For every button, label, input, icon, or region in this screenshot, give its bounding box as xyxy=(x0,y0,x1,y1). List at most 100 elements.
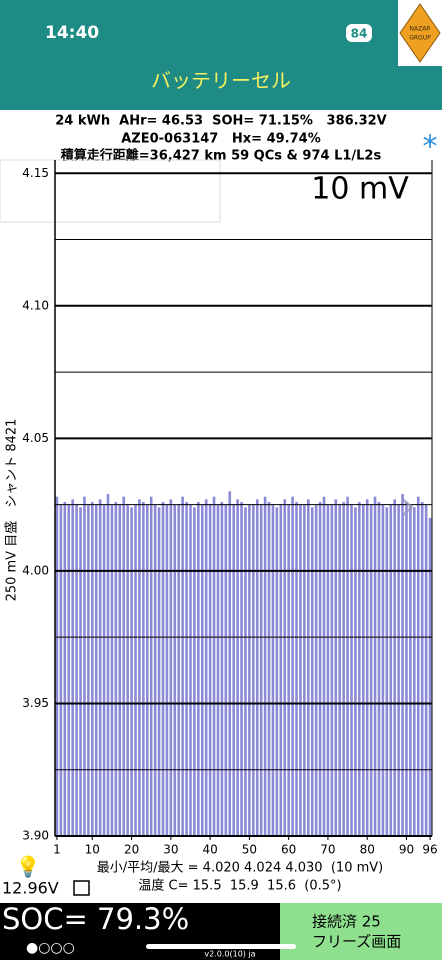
bar xyxy=(326,504,330,836)
bar xyxy=(122,496,126,836)
logo-text: GROUP xyxy=(409,35,431,42)
bar xyxy=(200,504,204,836)
x-tick-label: 40 xyxy=(202,843,217,857)
x-tick-label: 10 xyxy=(85,843,100,857)
status-time: 14:40 xyxy=(45,23,99,43)
bar xyxy=(138,499,141,836)
bar xyxy=(413,507,416,836)
bar xyxy=(193,507,196,836)
info-line: 積算走行距離=36,427 km 59 QCs & 974 L1/L2s xyxy=(60,148,382,164)
y-tick-label: 4.15 xyxy=(22,166,49,180)
bar xyxy=(173,504,177,836)
bar xyxy=(71,499,74,836)
x-tick-label: 80 xyxy=(360,843,375,857)
bar xyxy=(416,496,420,836)
y-tick-label: 4.10 xyxy=(22,298,49,312)
bar xyxy=(149,496,153,836)
bar xyxy=(291,496,294,836)
home-indicator xyxy=(146,944,296,949)
bar xyxy=(236,499,239,836)
bar xyxy=(389,504,393,836)
bar xyxy=(204,499,208,836)
bar xyxy=(330,504,334,836)
freeze-screen[interactable]: フリーズ画面 xyxy=(312,933,401,951)
y-tick-label: 3.90 xyxy=(22,829,49,843)
bar xyxy=(303,504,306,836)
bar xyxy=(216,504,220,836)
bar xyxy=(279,504,283,836)
bar xyxy=(334,499,338,836)
aux-voltage: 12.96V xyxy=(2,879,59,898)
bar xyxy=(98,499,102,836)
bulb-icon: 💡 xyxy=(16,855,41,879)
bar xyxy=(314,504,318,836)
bar xyxy=(94,504,98,836)
header-bg xyxy=(0,0,442,110)
bar xyxy=(263,496,267,836)
x-tick-label: 90 xyxy=(399,843,414,857)
bar xyxy=(393,499,396,836)
bar xyxy=(197,501,200,836)
bar xyxy=(55,496,59,836)
bar xyxy=(83,496,86,836)
bar xyxy=(114,501,118,836)
bar xyxy=(405,501,408,836)
next-arrow[interactable]: › xyxy=(400,483,416,529)
bar xyxy=(350,504,353,836)
y-tick-label: 4.00 xyxy=(22,563,49,577)
bar xyxy=(361,504,365,836)
bar xyxy=(169,499,173,836)
bar xyxy=(244,507,247,836)
bar xyxy=(145,504,149,836)
bar xyxy=(409,504,412,836)
y-tick-label: 4.05 xyxy=(22,431,49,445)
bar xyxy=(130,507,133,836)
bar xyxy=(307,499,310,836)
calendar-icon[interactable] xyxy=(73,880,90,896)
bar xyxy=(181,496,184,836)
bar xyxy=(275,507,279,836)
scale-annotation: 10 mV xyxy=(311,172,409,207)
x-tick-label: 60 xyxy=(281,843,296,857)
info-line: 24 kWh AHr= 46.53 SOH= 71.15% 386.32V xyxy=(55,114,387,129)
bar xyxy=(267,501,271,836)
x-tick-label: 96 xyxy=(422,843,437,857)
x-tick-label: 20 xyxy=(124,843,139,857)
battery-icon xyxy=(346,24,372,42)
bar xyxy=(91,501,94,836)
bluetooth-star[interactable]: * xyxy=(423,130,438,165)
logo-text: NAZAR xyxy=(410,26,431,33)
bar xyxy=(106,494,110,836)
bar xyxy=(185,501,188,836)
logo xyxy=(399,3,441,63)
bar xyxy=(299,504,302,836)
status-battery: 84 xyxy=(351,27,368,41)
bar xyxy=(165,504,169,836)
bar xyxy=(63,501,67,836)
bar xyxy=(118,504,122,836)
stats-line: 最小/平均/最大 = 4.020 4.024 4.030 (10 mV) xyxy=(97,861,383,876)
bar xyxy=(318,501,322,836)
bar xyxy=(420,501,424,836)
bar xyxy=(220,501,224,836)
bar xyxy=(87,504,90,836)
info-line: AZE0-063147 Hx= 49.74% xyxy=(121,132,321,147)
bar xyxy=(212,496,216,836)
bar xyxy=(79,507,82,836)
bar xyxy=(295,501,298,836)
bar xyxy=(224,504,228,836)
connection-button[interactable] xyxy=(280,903,442,960)
bar xyxy=(255,499,259,836)
bar xyxy=(259,504,263,836)
page-dots[interactable]: ●○○○ xyxy=(26,940,75,956)
soc-bar xyxy=(0,903,280,960)
bar xyxy=(283,499,287,836)
bar xyxy=(252,504,255,836)
bar xyxy=(369,504,373,836)
page-title: バッテリーセル xyxy=(151,69,291,93)
temperature-line: 温度 C= 15.5 15.9 15.6 (0.5°) xyxy=(138,878,341,894)
bar xyxy=(228,491,232,836)
bar xyxy=(385,507,389,836)
bar xyxy=(59,504,63,836)
bar xyxy=(248,504,251,836)
